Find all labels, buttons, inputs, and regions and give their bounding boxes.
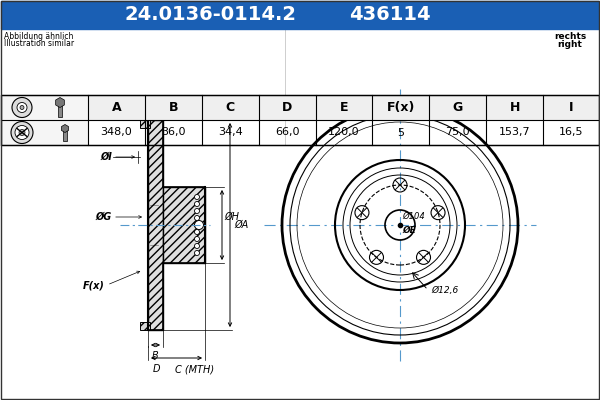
- Text: ØE: ØE: [402, 226, 416, 234]
- Text: 66,0: 66,0: [275, 128, 299, 138]
- Text: rechts: rechts: [554, 32, 586, 41]
- Text: 16,5: 16,5: [559, 128, 584, 138]
- Bar: [88, 95, 600, 120]
- Circle shape: [12, 98, 32, 118]
- Text: 36,0: 36,0: [161, 128, 185, 138]
- Circle shape: [194, 220, 203, 230]
- Text: C (MTH): C (MTH): [175, 364, 214, 374]
- Circle shape: [194, 236, 199, 242]
- Bar: [140, 322, 150, 330]
- Circle shape: [194, 194, 199, 200]
- Circle shape: [11, 122, 33, 144]
- Text: 153,7: 153,7: [499, 128, 530, 138]
- Polygon shape: [56, 98, 64, 108]
- Circle shape: [194, 202, 199, 206]
- Text: F(x): F(x): [387, 101, 415, 114]
- Text: E: E: [340, 101, 348, 114]
- Text: B: B: [169, 101, 178, 114]
- Text: C: C: [226, 101, 235, 114]
- Text: Ø12,6: Ø12,6: [431, 286, 458, 294]
- Text: ØI: ØI: [100, 152, 112, 162]
- Text: 120,0: 120,0: [328, 128, 360, 138]
- Circle shape: [20, 106, 24, 110]
- Text: B: B: [152, 351, 159, 361]
- Text: 5: 5: [397, 128, 404, 138]
- Text: I: I: [569, 101, 574, 114]
- Bar: [140, 120, 150, 128]
- Bar: [58, 102, 62, 116]
- Circle shape: [194, 216, 199, 220]
- Circle shape: [17, 102, 27, 112]
- Text: D: D: [153, 364, 161, 374]
- Text: Abbildung ähnlich: Abbildung ähnlich: [4, 32, 73, 41]
- Bar: [1, 95, 599, 145]
- Circle shape: [194, 208, 199, 214]
- Text: G: G: [452, 101, 463, 114]
- Circle shape: [194, 244, 199, 248]
- Bar: [1, 95, 88, 145]
- Text: 436114: 436114: [349, 6, 431, 24]
- Circle shape: [194, 230, 199, 234]
- Text: ØH: ØH: [224, 212, 239, 222]
- Text: A: A: [112, 101, 121, 114]
- Text: D: D: [282, 101, 292, 114]
- Text: 75,0: 75,0: [445, 128, 470, 138]
- Text: 348,0: 348,0: [101, 128, 133, 138]
- Circle shape: [15, 126, 29, 140]
- Text: Ø104: Ø104: [402, 212, 425, 220]
- Text: ØG: ØG: [96, 212, 112, 222]
- Text: F(x): F(x): [83, 280, 105, 290]
- Bar: [148, 120, 163, 330]
- Polygon shape: [62, 124, 68, 132]
- Circle shape: [194, 250, 199, 256]
- Bar: [1, 1, 599, 29]
- Text: 34,4: 34,4: [218, 128, 242, 138]
- Text: 24.0136-0114.2: 24.0136-0114.2: [124, 6, 296, 24]
- Text: ØA: ØA: [234, 220, 248, 230]
- Circle shape: [194, 222, 199, 228]
- Text: H: H: [509, 101, 520, 114]
- Bar: [63, 128, 67, 140]
- Text: Illustration similar: Illustration similar: [4, 39, 74, 48]
- Circle shape: [19, 130, 25, 136]
- Text: right: right: [557, 40, 583, 49]
- Bar: [163, 187, 205, 263]
